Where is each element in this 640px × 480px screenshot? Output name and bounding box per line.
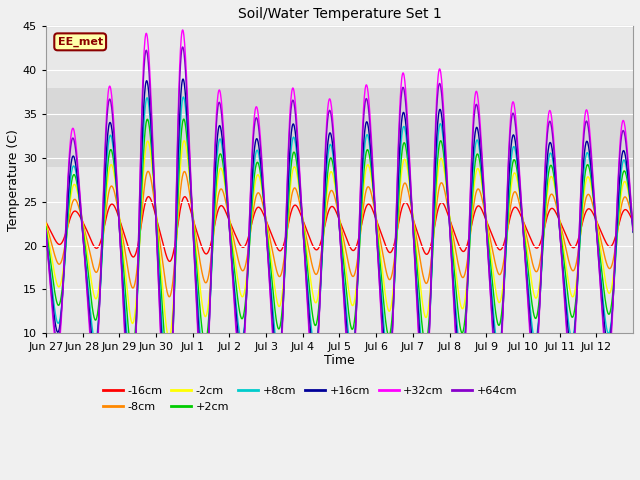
X-axis label: Time: Time	[324, 354, 355, 367]
Text: EE_met: EE_met	[58, 36, 103, 47]
Bar	[46, 88, 633, 167]
Legend: -16cm, -8cm, -2cm, +2cm, +8cm, +16cm, +32cm, +64cm: -16cm, -8cm, -2cm, +2cm, +8cm, +16cm, +3…	[99, 382, 522, 416]
Y-axis label: Temperature (C): Temperature (C)	[7, 129, 20, 231]
Title: Soil/Water Temperature Set 1: Soil/Water Temperature Set 1	[237, 7, 442, 21]
